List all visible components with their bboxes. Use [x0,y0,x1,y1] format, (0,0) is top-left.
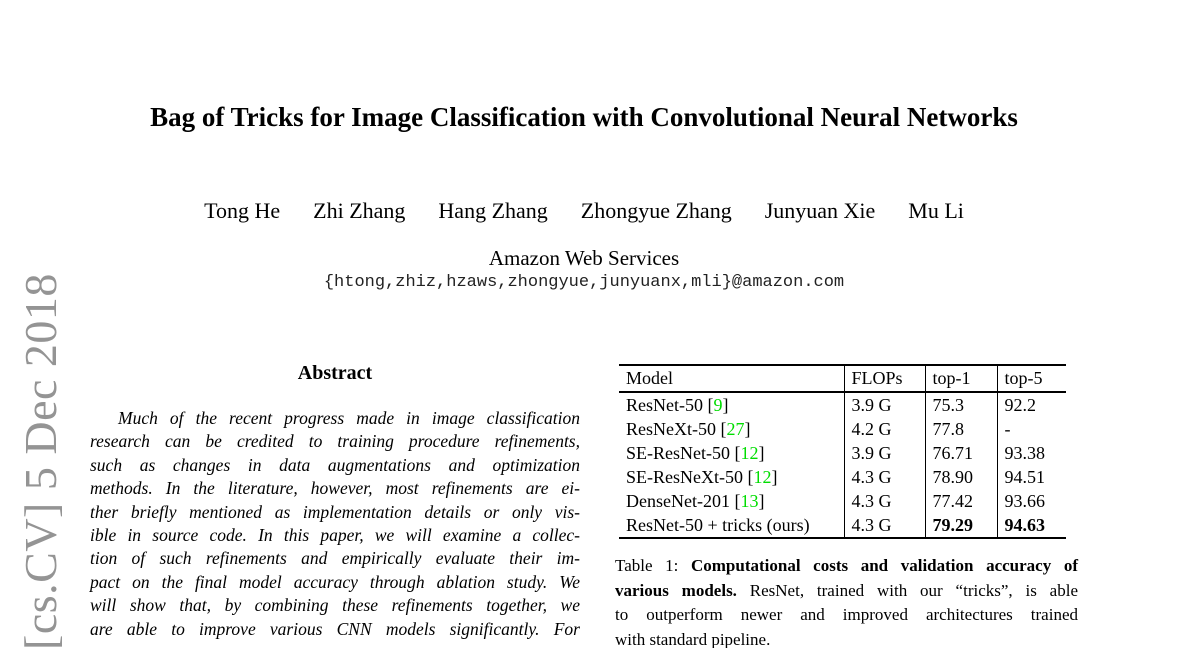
author-name: Zhongyue Zhang [580,198,732,223]
top1-cell: 77.42 [925,489,998,513]
abstract-body: Much of the recent progress made in imag… [90,407,580,641]
citation-bracket: ] [771,466,778,487]
flops-cell: 4.3 G [844,489,926,513]
top5-cell: 92.2 [1004,394,1037,415]
author-emails: {htong,zhiz,hzaws,zhongyue,junyuanx,mli}… [323,273,845,292]
affiliation: Amazon Web Services [488,246,680,270]
abstract-line: ther briefly mentioned as implementation… [90,501,580,522]
abstract-heading: Abstract [297,362,373,384]
model-name: ResNeXt-50 [ [626,418,727,439]
model-cell: ResNet-50 [9] [619,392,845,417]
flops-cell: 4.3 G [844,465,926,489]
table-row: DenseNet-201 [13] 4.3 G 77.42 93.66 [619,489,1066,513]
column-header-top1: top-1 [925,365,998,393]
arxiv-stamp: [cs.CV] 5 Dec 2018 [15,273,66,648]
model-cell: SE-ResNeXt-50 [12] [619,465,845,489]
caption-bold-text: various models. [615,580,737,600]
abstract-section: Abstract Much of the recent progress mad… [90,361,580,641]
author-list: Tong He Zhi Zhang Hang Zhang Zhongyue Zh… [90,198,1078,224]
author-name: Junyuan Xie [764,198,876,223]
citation-bracket: ] [722,394,729,415]
table-row: ResNeXt-50 [27] 4.2 G 77.8 - [619,417,1066,441]
citation-bracket: ] [758,490,765,511]
author-name: Hang Zhang [438,198,548,223]
model-name: DenseNet-201 [ [626,490,741,511]
results-table: Model FLOPs top-1 top-5 ResNet-50 [9] 3.… [619,364,1066,539]
abstract-line: pact on the final model accuracy through… [90,571,580,592]
flops-cell: 3.9 G [844,392,926,417]
abstract-line: are able to improve various CNN models s… [90,618,580,639]
table-header-row: Model FLOPs top-1 top-5 [619,365,1066,393]
author-name: Mu Li [908,198,964,223]
caption-line: Table 1: Computational costs and validat… [615,554,1078,579]
abstract-line: ible in source code. In this paper, we w… [90,525,580,546]
top5-cell: - [1004,418,1011,439]
model-cell: SE-ResNet-50 [12] [619,441,845,465]
caption-line: with standard pipeline. [615,628,1078,648]
top5-cell: 93.38 [1004,442,1046,463]
caption-text: with standard pipeline. [615,629,771,648]
table-row: SE-ResNeXt-50 [12] 4.3 G 78.90 94.51 [619,465,1066,489]
top1-cell: 77.8 [925,417,998,441]
results-section: Model FLOPs top-1 top-5 ResNet-50 [9] 3.… [615,364,1078,648]
top5-cell: 94.63 [1004,514,1046,535]
abstract-line: will show that, by combining these refin… [90,595,580,616]
citation-link[interactable]: 12 [740,442,759,463]
abstract-line: methods. In the literature, however, mos… [90,478,580,499]
model-cell: DenseNet-201 [13] [619,489,845,513]
caption-text: to outperform newer and improved archite… [615,605,1078,625]
table-row: SE-ResNet-50 [12] 3.9 G 76.71 93.38 [619,441,1066,465]
model-name: ResNet-50 [ [626,394,714,415]
abstract-line: Much of the recent progress made in imag… [118,408,580,428]
flops-cell: 3.9 G [844,441,926,465]
column-header-top5: top-5 [997,365,1066,393]
model-name: ResNet-50 + tricks (ours) [626,514,810,535]
author-name: Tong He [204,198,281,223]
flops-cell: 4.2 G [844,417,926,441]
model-cell: ResNeXt-50 [27] [619,417,845,441]
table-caption: Table 1: Computational costs and validat… [615,554,1078,648]
citation-link[interactable]: 27 [726,418,745,439]
paper-header: Bag of Tricks for Image Classification w… [90,0,1078,291]
column-header-model: Model [619,365,845,393]
table-row: ResNet-50 [9] 3.9 G 75.3 92.2 [619,392,1066,417]
model-cell: ResNet-50 + tricks (ours) [619,513,845,538]
model-name: SE-ResNeXt-50 [ [626,466,754,487]
table-row: ResNet-50 + tricks (ours) 4.3 G 79.29 94… [619,513,1066,538]
citation-bracket: ] [744,418,751,439]
paper-title: Bag of Tricks for Image Classification w… [150,102,1018,132]
top1-cell: 79.29 [925,513,998,538]
citation-bracket: ] [758,442,765,463]
caption-bold-text: Computational costs and validation accur… [690,556,1078,575]
flops-cell: 4.3 G [844,513,926,538]
top5-cell: 94.51 [1004,466,1046,487]
top5-cell: 93.66 [1004,490,1046,511]
citation-link[interactable]: 13 [740,490,759,511]
caption-text: Table 1: [615,556,691,575]
caption-line: to outperform newer and improved archite… [615,603,1078,628]
top1-cell: 78.90 [925,465,998,489]
abstract-line: such as changes in data augmentations an… [90,454,580,475]
author-name: Zhi Zhang [313,198,406,223]
column-header-flops: FLOPs [844,365,926,393]
abstract-line: research can be credited to training pro… [90,431,580,452]
abstract-line: tion of such refinements and empirically… [90,548,580,569]
top1-cell: 76.71 [925,441,998,465]
citation-link[interactable]: 12 [753,466,772,487]
model-name: SE-ResNet-50 [ [626,442,741,463]
caption-line: various models. ResNet, trained with our… [615,579,1078,604]
caption-text: ResNet, trained with our “tricks”, is ab… [736,580,1078,600]
top1-cell: 75.3 [925,392,998,417]
citation-link[interactable]: 9 [713,394,723,415]
